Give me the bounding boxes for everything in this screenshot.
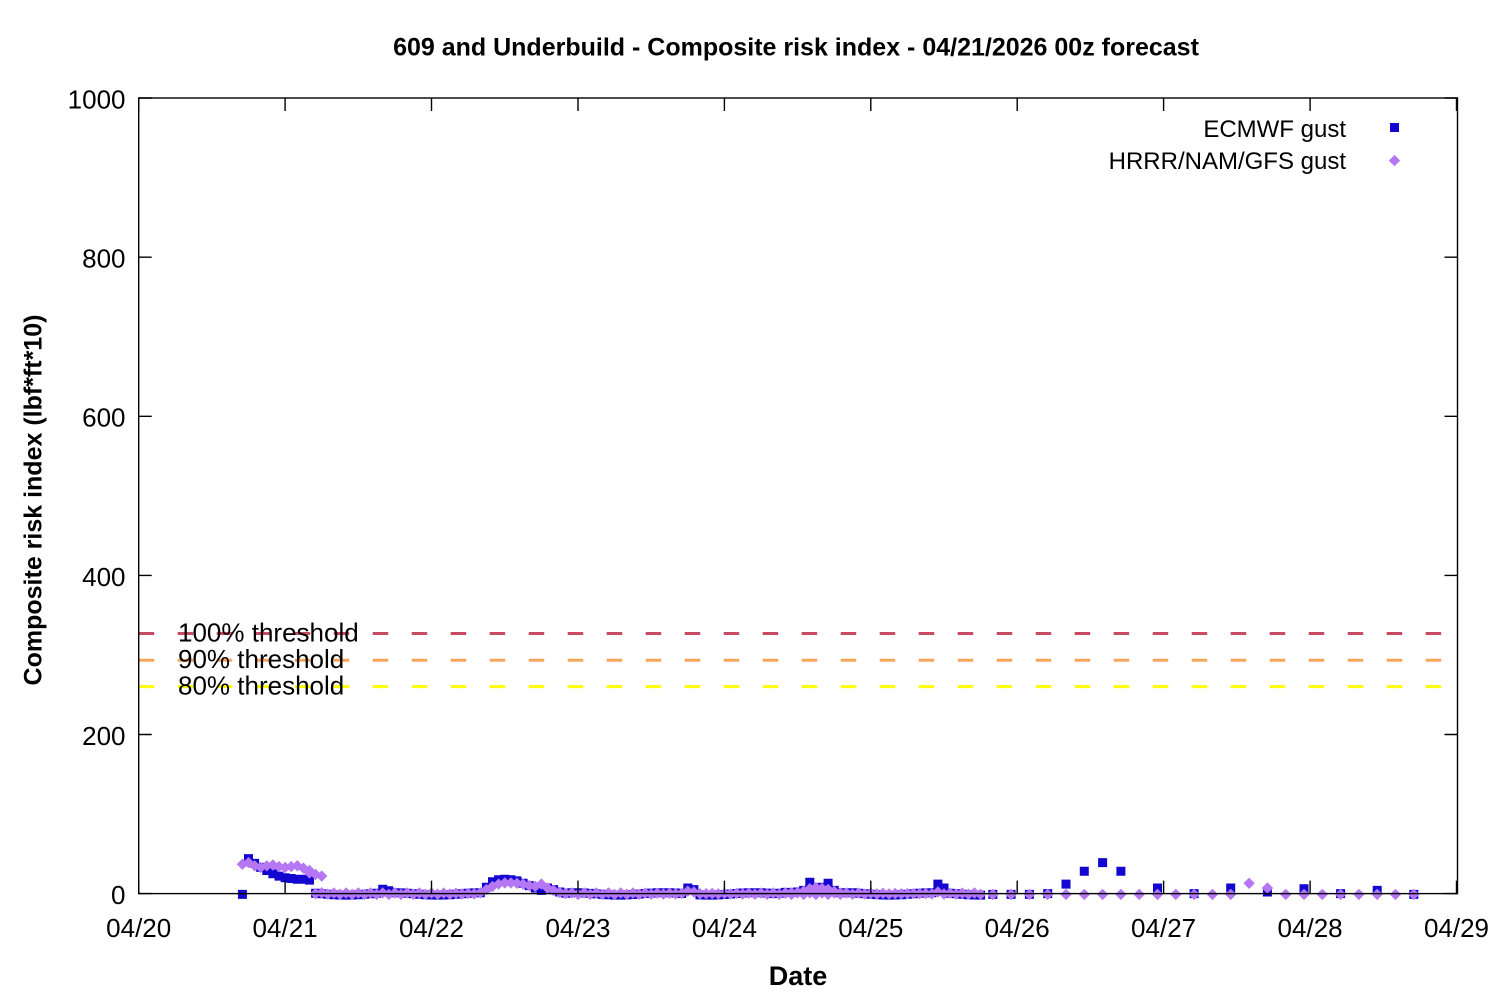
svg-text:04/28: 04/28: [1278, 913, 1343, 943]
svg-text:04/26: 04/26: [985, 913, 1050, 943]
svg-text:80% threshold: 80% threshold: [178, 671, 344, 701]
svg-text:HRRR/NAM/GFS gust: HRRR/NAM/GFS gust: [1109, 148, 1347, 175]
svg-text:800: 800: [82, 244, 125, 274]
svg-text:400: 400: [82, 562, 125, 592]
svg-text:600: 600: [82, 403, 125, 433]
svg-text:04/25: 04/25: [838, 913, 903, 943]
svg-text:609 and Underbuild - Composite: 609 and Underbuild - Composite risk inde…: [393, 34, 1200, 62]
svg-text:04/27: 04/27: [1131, 913, 1196, 943]
svg-text:200: 200: [82, 721, 125, 751]
svg-text:90% threshold: 90% threshold: [178, 644, 344, 674]
svg-text:1000: 1000: [68, 84, 126, 114]
svg-text:Composite risk index (lbf*ft*1: Composite risk index (lbf*ft*10): [20, 315, 48, 686]
svg-text:04/20: 04/20: [106, 913, 171, 943]
svg-text:04/21: 04/21: [253, 913, 318, 943]
svg-text:04/24: 04/24: [692, 913, 757, 943]
svg-text:04/23: 04/23: [545, 913, 610, 943]
svg-text:Date: Date: [769, 961, 828, 991]
svg-text:04/22: 04/22: [399, 913, 464, 943]
svg-text:04/29: 04/29: [1424, 913, 1489, 943]
svg-text:100% threshold: 100% threshold: [178, 618, 359, 648]
svg-text:ECMWF gust: ECMWF gust: [1203, 116, 1346, 143]
svg-text:0: 0: [111, 880, 125, 910]
